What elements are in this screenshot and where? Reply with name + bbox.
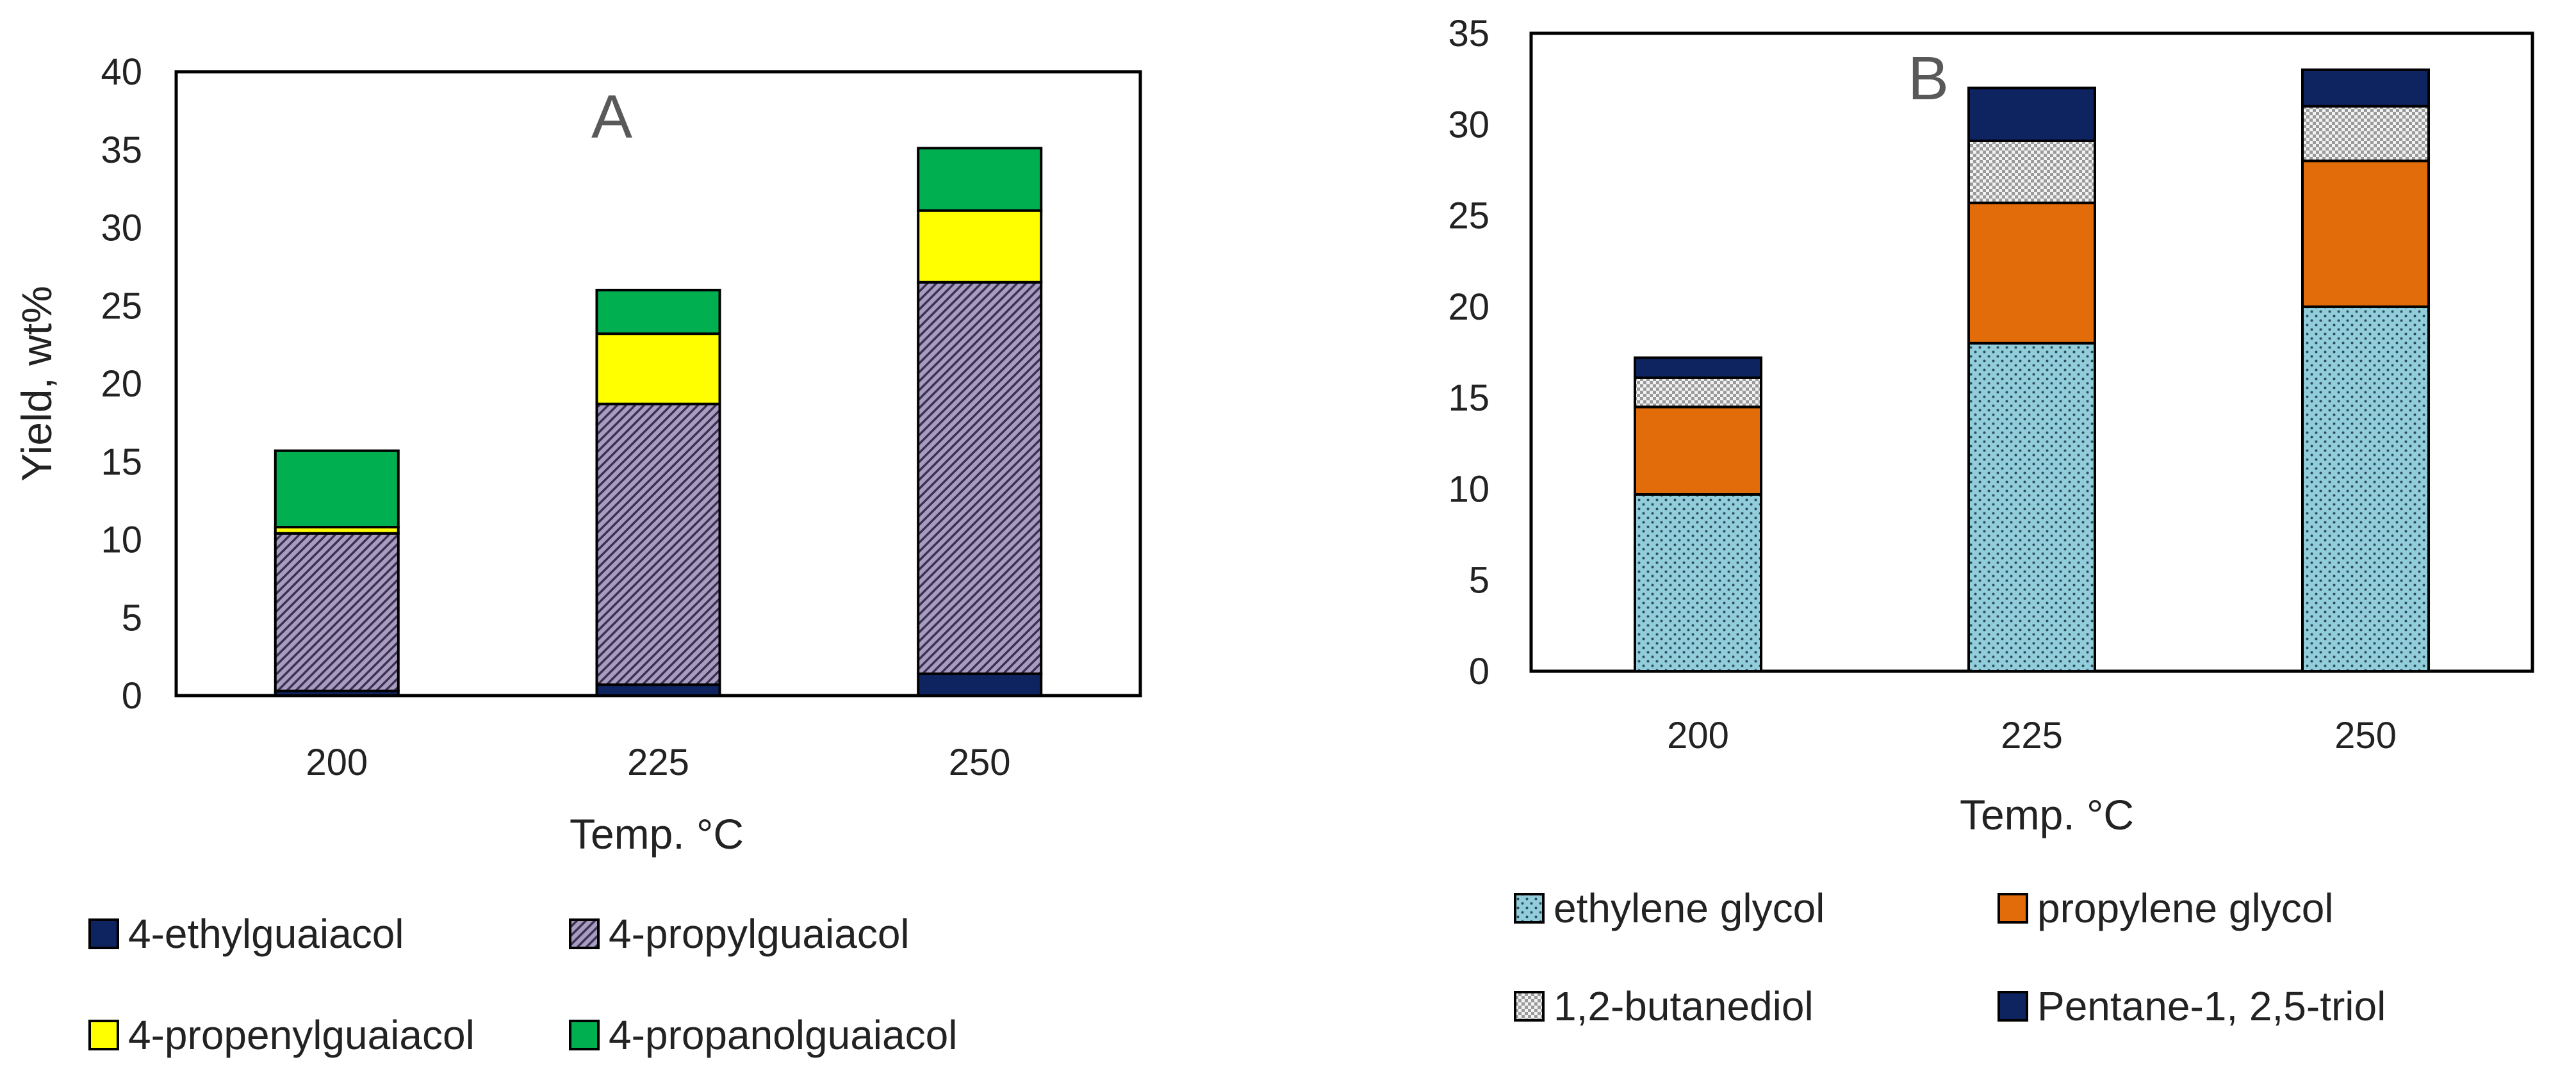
legend-label: ethylene glycol — [1554, 885, 1825, 931]
legend-swatch — [88, 918, 119, 949]
chart-a-x-ticks: 200 225 250 — [306, 742, 1010, 783]
chart-b-y-ticks: 0 5 10 15 20 25 30 35 — [1448, 13, 1489, 692]
bar-segment-1-2-butanediol-225 — [1967, 139, 2096, 204]
y-tick-label: 35 — [101, 129, 142, 171]
legend-label: 4-propenylguaiacol — [128, 1012, 475, 1058]
bar-segment-propylene-glycol-200 — [1634, 405, 1762, 496]
legend-swatch — [88, 1020, 119, 1050]
bar-segment-4-propylguaiacol-250 — [917, 281, 1043, 675]
y-tick-label: 20 — [101, 363, 142, 405]
y-tick-label: 30 — [101, 208, 142, 249]
bar-segment-4-propenylguaiacol-250 — [917, 209, 1043, 284]
bar-segment-ethylene-glycol-250 — [2301, 305, 2430, 673]
bar-segment-1-2-butanediol-200 — [1634, 376, 1762, 409]
bar-segment-pentane-1-2-5-triol-225 — [1967, 86, 2096, 142]
x-tick-label: 250 — [949, 742, 1011, 783]
chart-b-x-axis-label: Temp. °C — [1960, 791, 2134, 838]
bar-segment-ethylene-glycol-200 — [1634, 493, 1762, 673]
bar-segment-4-propenylguaiacol-225 — [595, 332, 721, 405]
y-tick-label: 10 — [1448, 468, 1489, 510]
chart-a-y-ticks: 0 5 10 15 20 25 30 35 40 — [101, 51, 142, 717]
chart-b: 0 5 10 15 20 25 30 35 200 225 250 B Temp. °C ethy… — [1448, 13, 2534, 1029]
legend-item-ethylene-glycol: ethylene glycol — [1514, 885, 1825, 931]
legend-label: 1,2-butanediol — [1554, 983, 1814, 1029]
legend-swatch — [569, 918, 600, 949]
bar-segment-4-propanolguaiacol-250 — [917, 147, 1043, 212]
y-tick-label: 25 — [1448, 195, 1489, 237]
y-tick-label: 35 — [1448, 13, 1489, 54]
legend-item-1-2-butanediol: 1,2-butanediol — [1514, 983, 1814, 1029]
legend-item-4-propylguaiacol: 4-propylguaiacol — [569, 911, 910, 957]
legend-item-4-propanolguaiacol: 4-propanolguaiacol — [569, 1012, 957, 1058]
legend-swatch — [1514, 991, 1545, 1022]
bar-segment-4-propylguaiacol-225 — [595, 402, 721, 686]
legend-label: propylene glycol — [2037, 885, 2334, 931]
bar-segment-ethylene-glycol-225 — [1967, 341, 2096, 673]
y-tick-label: 40 — [101, 51, 142, 93]
y-tick-label: 0 — [122, 675, 142, 717]
legend-swatch — [1514, 893, 1545, 924]
legend-label: 4-propanolguaiacol — [609, 1012, 957, 1058]
bar-segment-pentane-1-2-5-triol-250 — [2301, 68, 2430, 108]
legend-label: 4-ethylguaiacol — [128, 911, 404, 957]
chart-a-bars — [274, 147, 1043, 698]
legend-item-4-ethylguaiacol: 4-ethylguaiacol — [88, 911, 404, 957]
y-tick-label: 0 — [1469, 651, 1489, 692]
chart-a: 0 5 10 15 20 25 30 35 40 200 225 250 A Temp. °C Yi… — [13, 51, 1142, 1058]
chart-a-title: A — [591, 83, 632, 151]
legend-swatch — [1998, 991, 2028, 1022]
bar-segment-propylene-glycol-250 — [2301, 159, 2430, 308]
bar-segment-4-ethylguaiacol-225 — [595, 683, 721, 697]
bar-segment-4-propanolguaiacol-225 — [595, 288, 721, 336]
x-tick-label: 225 — [2001, 715, 2063, 756]
chart-b-title: B — [1908, 44, 1949, 113]
chart-a-y-axis-label: Yield, wt% — [13, 286, 60, 482]
y-tick-label: 15 — [101, 441, 142, 483]
legend-item-pentane-1-2-5-triol: Pentane-1, 2,5-triol — [1998, 983, 2386, 1029]
bar-segment-pentane-1-2-5-triol-200 — [1634, 356, 1762, 379]
chart-a-legend: 4-ethylguaiacol 4-propylguaiacol 4-propeny… — [88, 911, 957, 1058]
bar-segment-4-ethylguaiacol-250 — [917, 672, 1043, 698]
y-tick-label: 25 — [101, 285, 142, 327]
chart-b-legend: ethylene glycol propylene glycol 1,2-butan… — [1514, 885, 2386, 1029]
y-tick-label: 15 — [1448, 377, 1489, 419]
y-tick-label: 5 — [1469, 560, 1489, 601]
legend-swatch — [569, 1020, 600, 1050]
legend-item-propylene-glycol: propylene glycol — [1998, 885, 2334, 931]
x-tick-label: 250 — [2334, 715, 2397, 756]
legend-label: Pentane-1, 2,5-triol — [2037, 983, 2386, 1029]
bar-segment-4-propanolguaiacol-200 — [274, 449, 400, 529]
y-tick-label: 5 — [122, 597, 142, 639]
x-tick-label: 200 — [306, 742, 368, 783]
legend-item-4-propenylguaiacol: 4-propenylguaiacol — [88, 1012, 475, 1058]
bar-segment-propylene-glycol-225 — [1967, 201, 2096, 345]
bar-segment-1-2-butanediol-250 — [2301, 104, 2430, 163]
chart-b-bars — [1634, 68, 2430, 673]
x-tick-label: 200 — [1667, 715, 1729, 756]
y-tick-label: 20 — [1448, 286, 1489, 328]
x-tick-label: 225 — [627, 742, 689, 783]
bar-segment-4-propylguaiacol-200 — [274, 532, 400, 692]
legend-swatch — [1998, 893, 2028, 924]
chart-a-x-axis-label: Temp. °C — [570, 810, 744, 858]
legend-label: 4-propylguaiacol — [609, 911, 910, 957]
chart-b-x-ticks: 200 225 250 — [1667, 715, 2397, 756]
y-tick-label: 30 — [1448, 104, 1489, 145]
y-tick-label: 10 — [101, 519, 142, 561]
